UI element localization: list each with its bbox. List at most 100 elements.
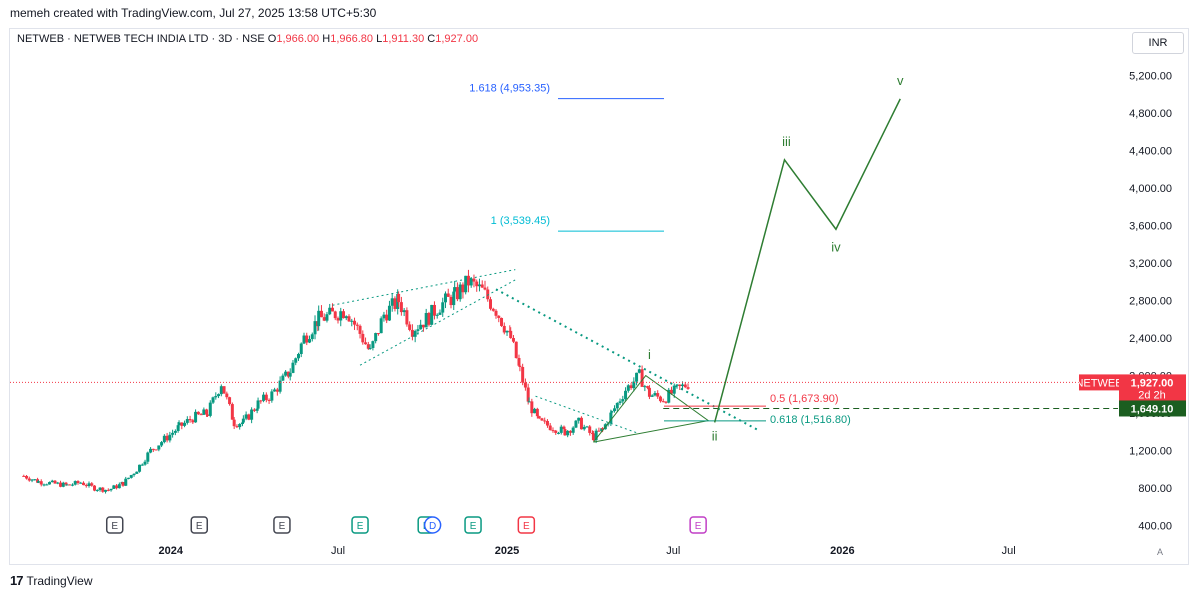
wave-label: iv bbox=[831, 239, 841, 254]
candle-body bbox=[521, 366, 525, 383]
x-tick-label: 2024 bbox=[159, 545, 184, 557]
candle-body bbox=[313, 321, 317, 335]
candle-body bbox=[151, 448, 155, 450]
x-tick-label: Jul bbox=[331, 545, 345, 557]
candle-body bbox=[333, 311, 337, 319]
candle-body bbox=[361, 333, 365, 343]
candle-body bbox=[464, 275, 468, 293]
candle-body bbox=[416, 329, 420, 331]
candle-body bbox=[121, 481, 125, 486]
candle-body bbox=[610, 411, 614, 413]
high-value: 1,966.80 bbox=[330, 33, 374, 45]
candle-body bbox=[168, 434, 172, 441]
candle-body bbox=[618, 401, 622, 403]
symbol-title[interactable]: NETWEB · NETWEB TECH INDIA LTD · 3D · NS… bbox=[17, 33, 265, 45]
candle-body bbox=[232, 419, 236, 427]
candle-body bbox=[115, 485, 119, 489]
candle-body bbox=[466, 275, 470, 286]
candle-body bbox=[202, 409, 206, 415]
countdown-label: 2d 2h bbox=[1138, 389, 1166, 401]
candle-body bbox=[93, 485, 97, 491]
candle-body bbox=[109, 488, 113, 491]
candle-body bbox=[551, 430, 555, 432]
candle-body bbox=[288, 372, 292, 377]
support-price-label: 1,649.10 bbox=[1131, 403, 1174, 415]
brand-label: TradingView bbox=[26, 573, 93, 588]
candle-body bbox=[90, 483, 94, 486]
candle-body bbox=[206, 414, 210, 416]
candle-body bbox=[427, 312, 431, 325]
currency-button[interactable]: INR bbox=[1132, 32, 1184, 54]
candle-body bbox=[36, 481, 40, 483]
candle-body bbox=[502, 325, 506, 333]
marker-label: E bbox=[111, 521, 118, 532]
candle-body bbox=[149, 448, 153, 453]
earnings-marker bbox=[351, 516, 369, 534]
candle-body bbox=[494, 310, 498, 316]
auto-scale-label: A bbox=[1157, 547, 1163, 557]
candle-body bbox=[299, 343, 303, 355]
candle-body bbox=[424, 312, 428, 328]
candle-body bbox=[95, 489, 99, 491]
candle-body bbox=[518, 365, 522, 367]
candle-body bbox=[228, 397, 232, 405]
candle-body bbox=[601, 428, 605, 430]
symbol-legend: NETWEB · NETWEB TECH INDIA LTD · 3D · NS… bbox=[17, 33, 478, 45]
candle-body bbox=[472, 278, 476, 282]
wave-label: i bbox=[648, 347, 651, 362]
candle-body bbox=[199, 414, 203, 416]
y-tick-label: 400.00 bbox=[1138, 521, 1172, 533]
fib-level-label: 0.618 (1,516.80) bbox=[770, 414, 851, 426]
candle-body bbox=[157, 445, 161, 450]
candle-body bbox=[240, 422, 244, 424]
candle-body bbox=[397, 293, 401, 303]
candle-body bbox=[322, 317, 326, 321]
candle-body bbox=[443, 293, 447, 303]
candle-body bbox=[339, 311, 343, 321]
candle-body bbox=[68, 484, 72, 486]
candle-body bbox=[70, 484, 74, 486]
candle-body bbox=[491, 308, 495, 311]
candle-body bbox=[579, 417, 583, 430]
candle-body bbox=[217, 394, 221, 397]
candle-body bbox=[621, 399, 625, 402]
tradingview-brand[interactable]: 17 TradingView bbox=[10, 573, 93, 588]
y-tick-label: 4,000.00 bbox=[1129, 183, 1172, 195]
earnings-marker bbox=[517, 516, 536, 534]
candle-body bbox=[117, 484, 121, 489]
candle-body bbox=[421, 324, 425, 328]
candle-body bbox=[647, 387, 651, 397]
candle-body bbox=[419, 324, 423, 330]
fib-level-label: 1 (3,539.45) bbox=[491, 215, 550, 227]
candle-body bbox=[319, 310, 323, 318]
candle-body bbox=[669, 389, 673, 394]
candle-body bbox=[640, 369, 644, 387]
candle-body bbox=[410, 329, 414, 337]
candle-body bbox=[48, 482, 52, 485]
candle-body bbox=[344, 316, 348, 319]
candle-body bbox=[140, 464, 144, 466]
candle-body bbox=[408, 324, 412, 330]
candle-body bbox=[132, 473, 136, 476]
y-tick-label: 1,200.00 bbox=[1129, 446, 1172, 458]
candle-body bbox=[438, 312, 442, 315]
candle-body bbox=[59, 482, 63, 487]
candle-body bbox=[600, 428, 604, 431]
channel-upper-line bbox=[332, 269, 516, 306]
candle-body bbox=[225, 393, 229, 398]
marker-label: E bbox=[695, 521, 702, 532]
candle-body bbox=[317, 310, 321, 327]
candle-body bbox=[667, 389, 671, 403]
candle-body bbox=[615, 402, 619, 409]
y-tick-label: 4,800.00 bbox=[1129, 108, 1172, 120]
candle-body bbox=[273, 389, 277, 392]
candle-body bbox=[543, 420, 547, 422]
candle-body bbox=[180, 422, 184, 426]
candle-body bbox=[30, 479, 34, 481]
candle-body bbox=[244, 414, 248, 419]
candle-body bbox=[247, 414, 251, 420]
candle-body bbox=[176, 425, 180, 431]
earnings-marker bbox=[190, 516, 209, 534]
candle-body bbox=[681, 384, 685, 387]
